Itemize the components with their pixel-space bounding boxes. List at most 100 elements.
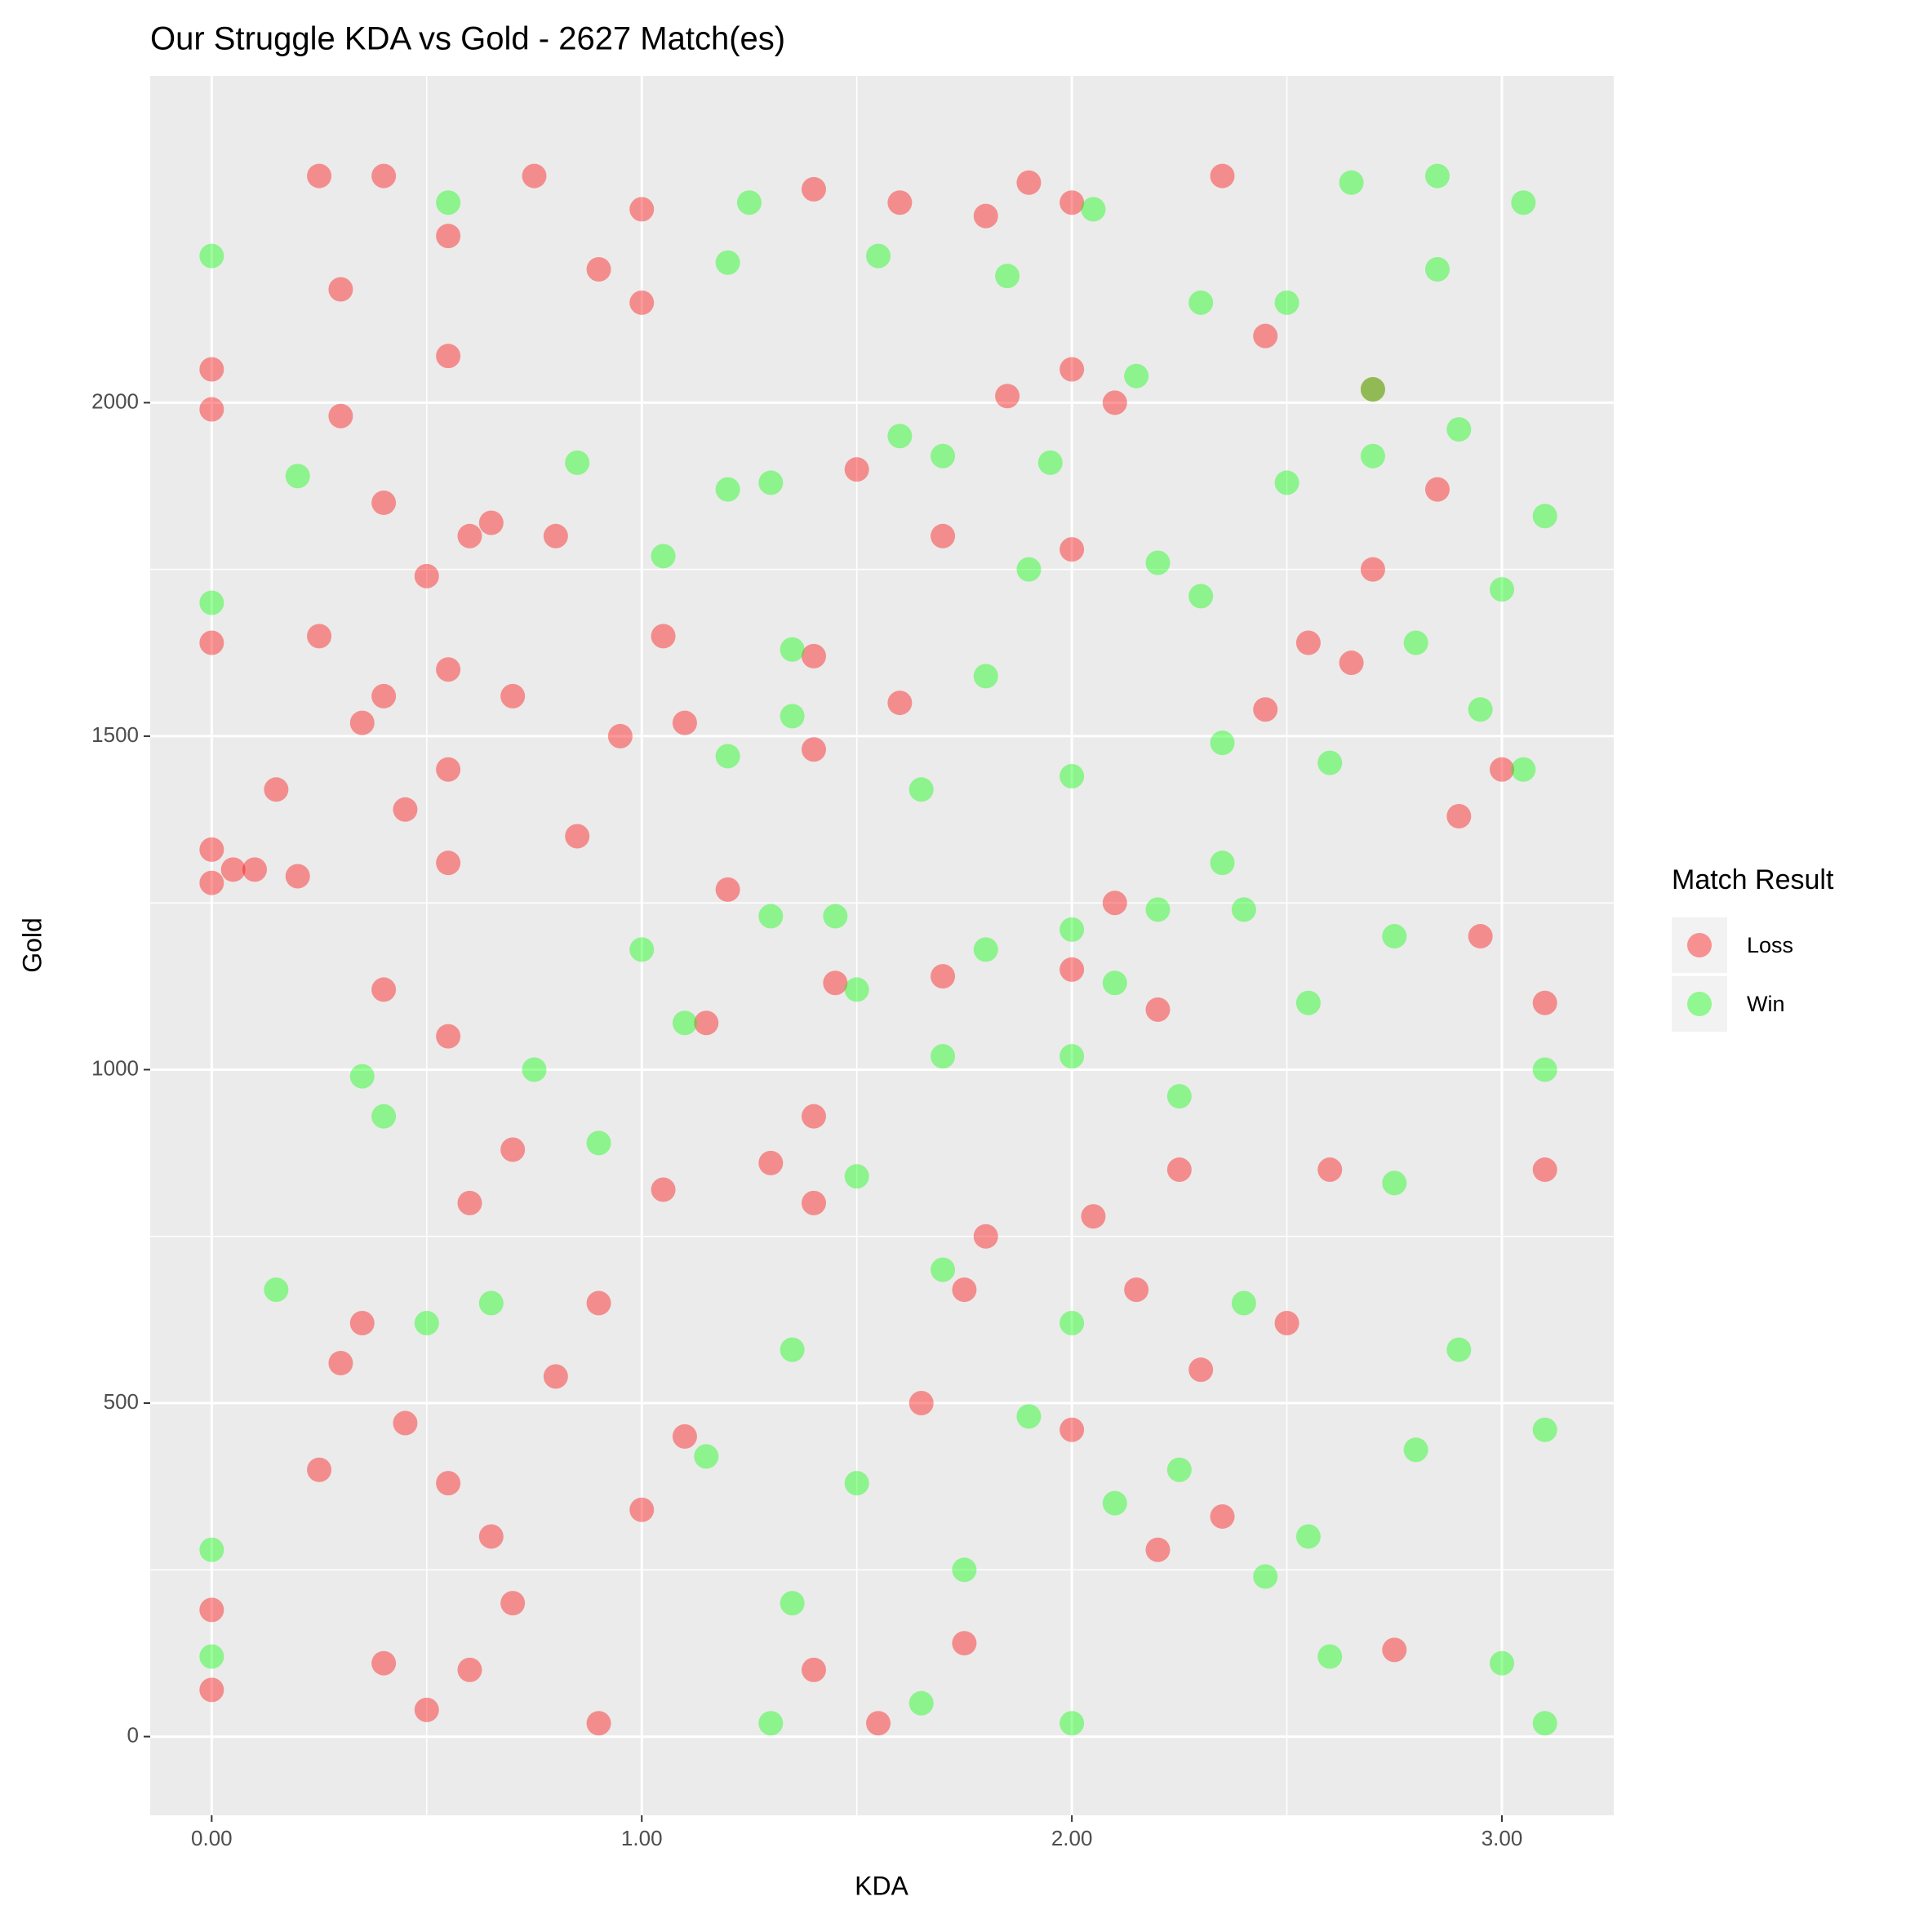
point bbox=[1317, 1157, 1343, 1183]
point bbox=[1446, 1337, 1472, 1362]
point bbox=[715, 877, 740, 902]
point bbox=[866, 243, 891, 269]
point bbox=[931, 443, 956, 469]
point bbox=[1166, 1457, 1192, 1482]
point bbox=[694, 1444, 719, 1469]
point bbox=[1532, 1057, 1557, 1082]
point bbox=[1145, 897, 1171, 922]
point bbox=[952, 1631, 977, 1656]
point bbox=[780, 1337, 805, 1362]
point bbox=[651, 1177, 676, 1202]
point bbox=[1295, 990, 1321, 1015]
point bbox=[1295, 630, 1321, 655]
point bbox=[1081, 1204, 1106, 1229]
point bbox=[844, 457, 869, 482]
point bbox=[242, 857, 268, 882]
point bbox=[1210, 731, 1235, 756]
point bbox=[1060, 1417, 1085, 1442]
point bbox=[565, 450, 590, 475]
x-tick-label: 3.00 bbox=[1482, 1826, 1523, 1850]
point bbox=[908, 1391, 934, 1416]
point bbox=[952, 1277, 977, 1303]
x-axis-title: KDA bbox=[855, 1871, 908, 1900]
legend-marker bbox=[1687, 933, 1712, 957]
legend: Match Result Loss Win bbox=[1672, 864, 1834, 1032]
point bbox=[1532, 504, 1557, 529]
point bbox=[393, 1410, 418, 1436]
point bbox=[436, 657, 461, 682]
point bbox=[522, 1057, 547, 1082]
point bbox=[543, 1364, 568, 1389]
point bbox=[220, 857, 246, 882]
point bbox=[199, 1644, 224, 1669]
point bbox=[1060, 537, 1085, 562]
point bbox=[264, 777, 289, 802]
point bbox=[349, 1310, 375, 1335]
point bbox=[1274, 290, 1299, 315]
point bbox=[1145, 550, 1171, 575]
point bbox=[1382, 924, 1407, 949]
point bbox=[307, 624, 332, 649]
point bbox=[1037, 450, 1063, 475]
y-tick-label: 500 bbox=[104, 1389, 139, 1414]
point bbox=[457, 1190, 482, 1215]
point bbox=[478, 1524, 504, 1549]
point bbox=[995, 384, 1020, 409]
y-tick-label: 1500 bbox=[91, 722, 139, 747]
point bbox=[500, 1591, 526, 1616]
point bbox=[199, 837, 224, 862]
point bbox=[973, 203, 998, 229]
point bbox=[1060, 357, 1085, 382]
point bbox=[1468, 697, 1493, 722]
point bbox=[199, 1597, 224, 1623]
point bbox=[1339, 170, 1364, 195]
point bbox=[586, 256, 611, 282]
point bbox=[887, 424, 913, 449]
point bbox=[199, 357, 224, 382]
point bbox=[1060, 1711, 1085, 1736]
point bbox=[931, 1044, 956, 1069]
point bbox=[1060, 763, 1085, 788]
legend-label: Loss bbox=[1747, 933, 1793, 957]
point bbox=[1060, 917, 1085, 942]
point bbox=[844, 1471, 869, 1496]
point bbox=[844, 1164, 869, 1189]
point bbox=[1102, 390, 1127, 415]
point bbox=[1060, 190, 1085, 215]
panel-background bbox=[150, 76, 1614, 1815]
point bbox=[801, 176, 826, 202]
point bbox=[1532, 990, 1557, 1015]
point bbox=[1317, 1644, 1343, 1669]
point bbox=[801, 643, 826, 668]
point bbox=[1253, 697, 1278, 722]
point bbox=[1360, 443, 1385, 469]
point bbox=[199, 1537, 224, 1562]
point bbox=[1360, 377, 1385, 402]
legend-marker bbox=[1687, 992, 1712, 1016]
point bbox=[823, 970, 848, 996]
point bbox=[1446, 803, 1472, 828]
point bbox=[349, 710, 375, 735]
x-tick-label: 2.00 bbox=[1051, 1826, 1093, 1850]
point bbox=[199, 870, 224, 895]
point bbox=[436, 1471, 461, 1496]
point bbox=[931, 1257, 956, 1282]
legend-label: Win bbox=[1747, 992, 1785, 1016]
point bbox=[1188, 584, 1214, 609]
point bbox=[393, 797, 418, 822]
point bbox=[1188, 290, 1214, 315]
point bbox=[715, 477, 740, 502]
point bbox=[823, 904, 848, 929]
point bbox=[478, 510, 504, 535]
point bbox=[844, 977, 869, 1002]
point bbox=[931, 964, 956, 989]
point bbox=[715, 744, 740, 769]
point bbox=[328, 277, 353, 302]
point bbox=[1124, 363, 1149, 389]
point bbox=[1532, 1417, 1557, 1442]
point bbox=[1016, 170, 1042, 195]
point bbox=[1490, 1650, 1515, 1676]
point bbox=[543, 523, 568, 549]
point bbox=[1295, 1524, 1321, 1549]
